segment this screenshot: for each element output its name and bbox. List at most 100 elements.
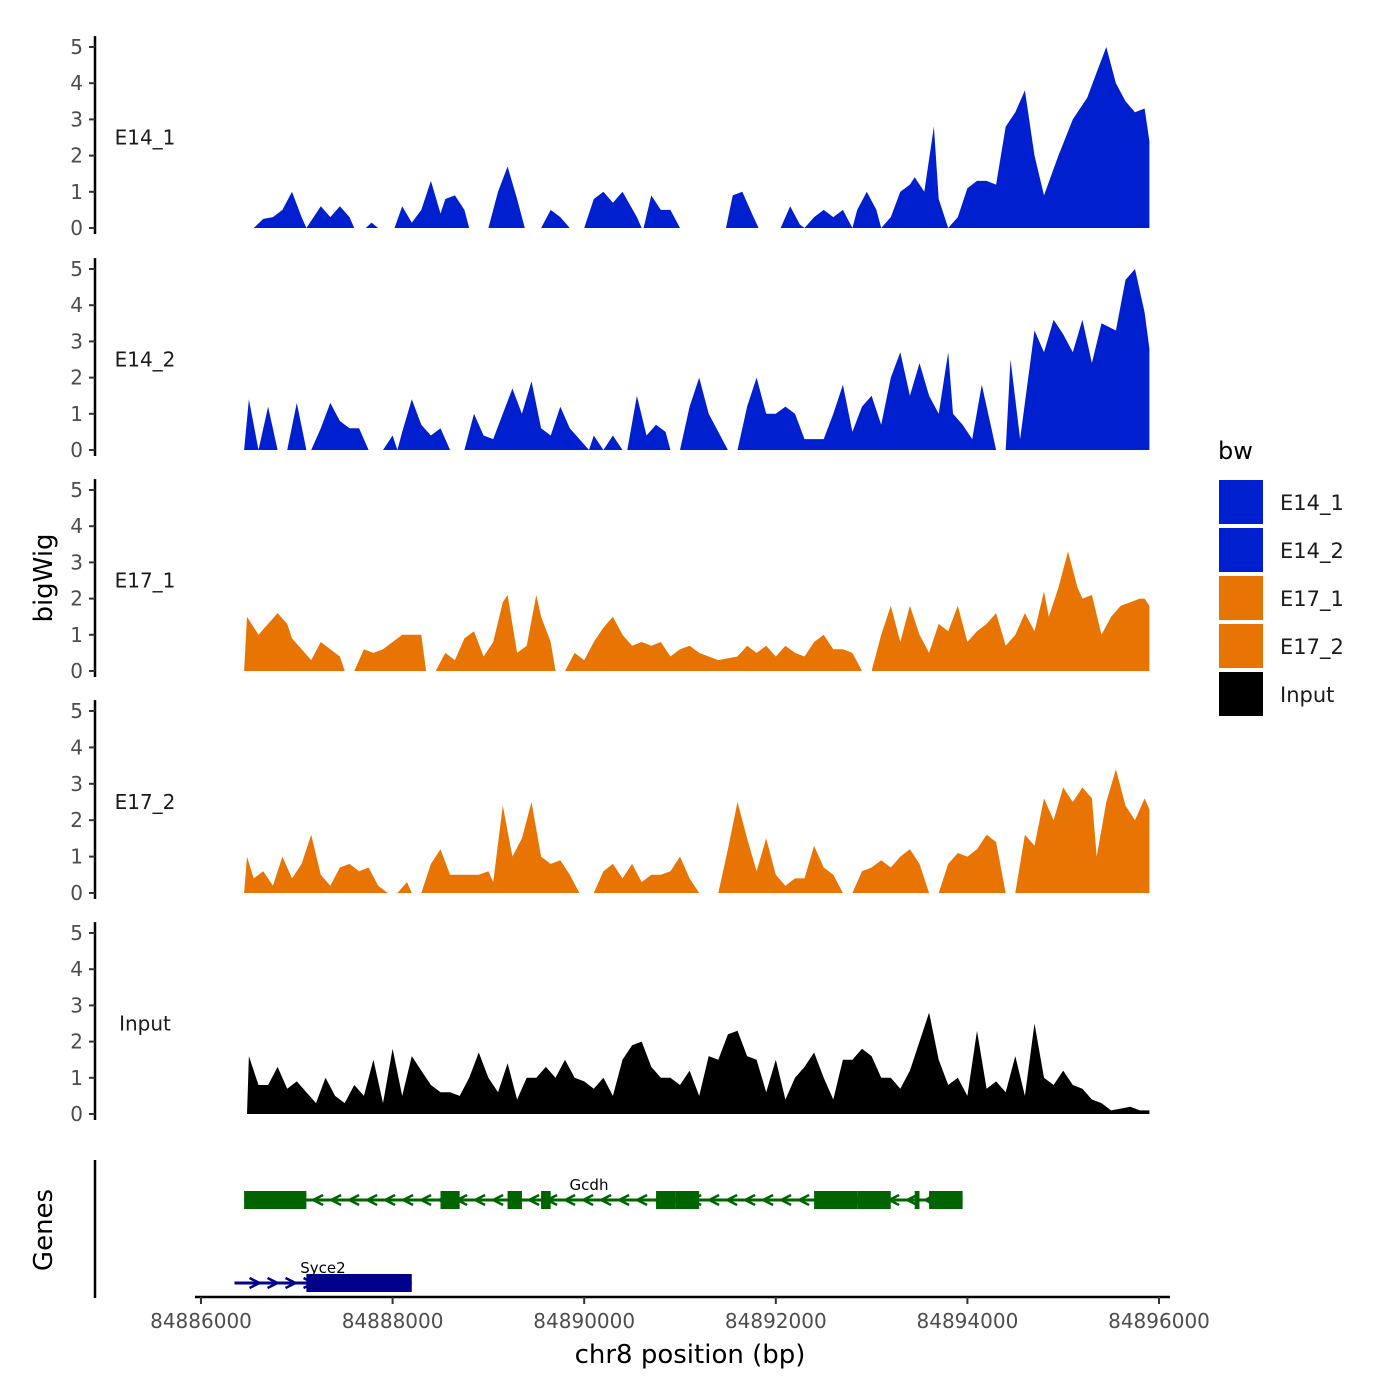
exon (541, 1191, 551, 1209)
x-axis: 84886000 84888000 84890000 84892000 84894000… (150, 1295, 1210, 1333)
exon (440, 1191, 460, 1209)
x-tick-label: 84892000 (725, 1309, 827, 1333)
y-tick-label: 1 (70, 402, 83, 426)
legend-swatch (1219, 480, 1263, 524)
y-tick-label: 0 (70, 1102, 83, 1126)
strand-arrow (418, 1193, 432, 1207)
strand-arrow (760, 1193, 774, 1207)
exon (244, 1191, 307, 1209)
exon (857, 1191, 891, 1209)
x-tick-label: 84896000 (1108, 1309, 1210, 1333)
legend-item-e17-2: E17_2 (1219, 624, 1344, 668)
track-e17-2: 0 1 2 3 4 5 E17_2 (70, 699, 1150, 905)
track-label: E17_2 (115, 790, 176, 814)
strand-arrow (382, 1193, 396, 1207)
strand-arrow (616, 1193, 630, 1207)
area-e14-1 (253, 47, 1150, 228)
legend-label: E14_1 (1280, 491, 1344, 516)
y-tick-label: 2 (70, 1030, 83, 1054)
y-tick-label: 3 (70, 107, 83, 131)
track-input: 0 1 2 3 4 5 Input (70, 921, 1150, 1126)
track-label: Input (119, 1012, 171, 1036)
strand-arrow (472, 1193, 486, 1207)
genes-axis-title: Genes (29, 1189, 59, 1271)
legend-title: bw (1218, 437, 1253, 465)
strand-arrow (634, 1193, 648, 1207)
area-e17-1 (244, 551, 1150, 671)
x-axis-title: chr8 position (bp) (575, 1340, 806, 1370)
strand-arrow (580, 1193, 594, 1207)
strand-arrow (346, 1193, 360, 1207)
y-tick-label: 4 (70, 957, 83, 981)
exon (507, 1191, 522, 1209)
legend-label: E17_2 (1280, 635, 1344, 660)
exon (306, 1274, 412, 1292)
y-tick-label: 5 (70, 478, 83, 502)
x-tick-label: 84894000 (917, 1309, 1019, 1333)
y-tick-label: 3 (70, 550, 83, 574)
x-tick-label: 84890000 (533, 1309, 635, 1333)
strand-arrow (742, 1193, 756, 1207)
strand-arrow (266, 1276, 281, 1290)
y-tick-label: 5 (70, 921, 83, 945)
strand-arrow (904, 1193, 918, 1207)
signal-tracks: 0 1 2 3 4 5 E14_1 0 1 2 3 4 5 E14_2 0 1 2 3 4 5 E17_1 0 1 2 3 4 5 E… (70, 35, 1150, 1126)
y-tick-label: 5 (70, 699, 83, 723)
y-tick-label: 4 (70, 514, 83, 538)
legend-swatch (1219, 624, 1263, 668)
y-tick-label: 2 (70, 144, 83, 168)
y-tick-label: 5 (70, 35, 83, 59)
strand-arrow (796, 1193, 810, 1207)
y-tick-label: 3 (70, 329, 83, 353)
track-e14-1: 0 1 2 3 4 5 E14_1 (70, 35, 1150, 240)
strand-arrow (490, 1193, 504, 1207)
legend-item-input: Input (1219, 672, 1334, 716)
gene-gcdh: Gcdh (244, 1176, 963, 1209)
y-tick-label: 1 (70, 623, 83, 647)
legend-label: E14_2 (1280, 539, 1344, 564)
track-label: E14_1 (115, 126, 176, 150)
exon (656, 1191, 676, 1209)
legend-item-e14-2: E14_2 (1219, 528, 1344, 572)
y-tick-label: 0 (70, 659, 83, 683)
legend-label: E17_1 (1280, 587, 1344, 612)
y-tick-label: 0 (70, 216, 83, 240)
strand-arrow (706, 1193, 720, 1207)
area-e17-2 (244, 769, 1150, 893)
y-tick-label: 0 (70, 438, 83, 462)
strand-arrow (364, 1193, 378, 1207)
y-tick-label: 1 (70, 1066, 83, 1090)
y-tick-label: 1 (70, 845, 83, 869)
y-tick-label: 2 (70, 587, 83, 611)
exon (914, 1191, 920, 1209)
track-e14-2: 0 1 2 3 4 5 E14_2 (70, 257, 1150, 462)
y-tick-label: 1 (70, 180, 83, 204)
legend-swatch (1219, 576, 1263, 620)
legend-swatch (1219, 528, 1263, 572)
x-tick-label: 84888000 (342, 1309, 444, 1333)
area-e14-2 (244, 269, 1150, 450)
legend-item-e14-1: E14_1 (1219, 480, 1344, 524)
y-axis-title: bigWig (29, 533, 59, 622)
gene-track: Gcdh Syce2 (93, 1160, 963, 1298)
exon (675, 1191, 700, 1209)
strand-arrow (400, 1193, 414, 1207)
exon (814, 1191, 858, 1209)
legend-item-e17-1: E17_1 (1219, 576, 1344, 620)
legend-swatch (1219, 672, 1263, 716)
exon (929, 1191, 963, 1209)
strand-arrow (310, 1193, 324, 1207)
y-tick-label: 5 (70, 257, 83, 281)
legend: bw E14_1 E14_2 E17_1 E17_2 Input (1218, 437, 1344, 716)
y-tick-label: 4 (70, 71, 83, 95)
x-tick-label: 84886000 (150, 1309, 252, 1333)
gene-label: Syce2 (300, 1259, 345, 1277)
strand-arrow (248, 1276, 263, 1290)
strand-arrow (778, 1193, 792, 1207)
strand-arrow (328, 1193, 342, 1207)
y-tick-label: 2 (70, 808, 83, 832)
y-tick-label: 0 (70, 881, 83, 905)
area-input (247, 1012, 1150, 1114)
gene-label: Gcdh (570, 1176, 609, 1194)
